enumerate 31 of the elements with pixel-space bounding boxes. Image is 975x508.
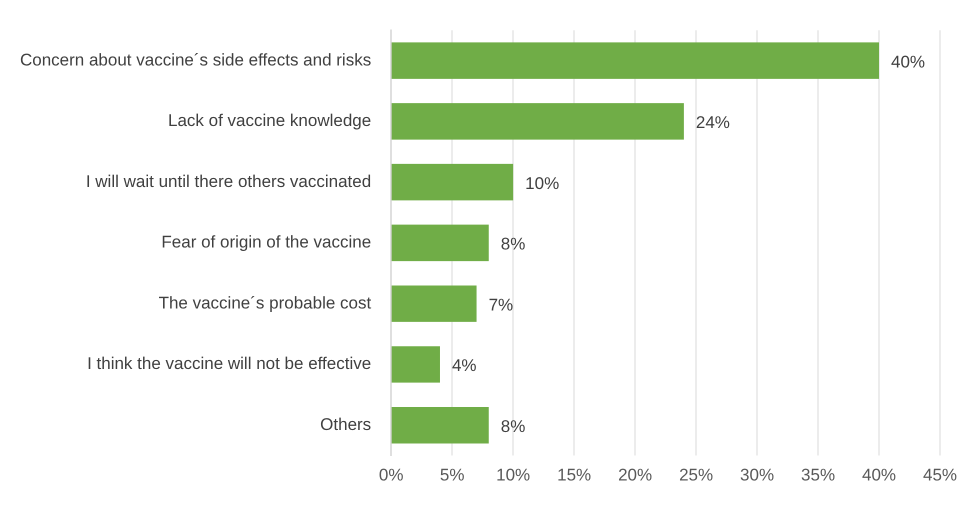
x-tick-label: 40%: [862, 465, 896, 484]
bar: [392, 285, 477, 322]
bar: [392, 42, 880, 79]
x-tick-label: 30%: [740, 465, 774, 484]
data-label: 40%: [891, 52, 926, 72]
bar: [392, 346, 440, 383]
x-tick-label: 0%: [378, 465, 404, 484]
y-tick-label: The vaccine´s probable cost: [158, 293, 372, 312]
y-tick-label: I will wait until there others vaccinated: [86, 172, 372, 191]
y-tick-label: Lack of vaccine knowledge: [168, 111, 372, 130]
x-tick-label: 45%: [922, 465, 958, 484]
data-label: 8%: [500, 234, 526, 254]
data-label: 7%: [488, 295, 514, 314]
y-tick-label: Concern about vaccine´s side effects and risks: [20, 50, 372, 70]
y-tick-label: I think the vaccine will not be effective: [87, 354, 372, 374]
x-tick-label: 20%: [618, 465, 652, 484]
x-tick-label: 15%: [557, 465, 592, 484]
y-tick-label: Others: [320, 414, 372, 434]
bar: [392, 406, 489, 444]
x-tick-label: 5%: [440, 465, 464, 484]
y-tick-label: Fear of origin of the vaccine: [161, 232, 372, 252]
x-tick-label: 35%: [801, 465, 836, 484]
x-tick-label: 10%: [496, 465, 530, 484]
data-label: 24%: [696, 113, 730, 132]
x-tick-label: 25%: [679, 465, 714, 484]
data-label: 8%: [500, 416, 526, 436]
bar: [392, 224, 489, 262]
bar: [392, 164, 514, 200]
data-label: 4%: [452, 356, 477, 376]
bar: [392, 103, 684, 140]
data-label: 10%: [525, 174, 560, 193]
